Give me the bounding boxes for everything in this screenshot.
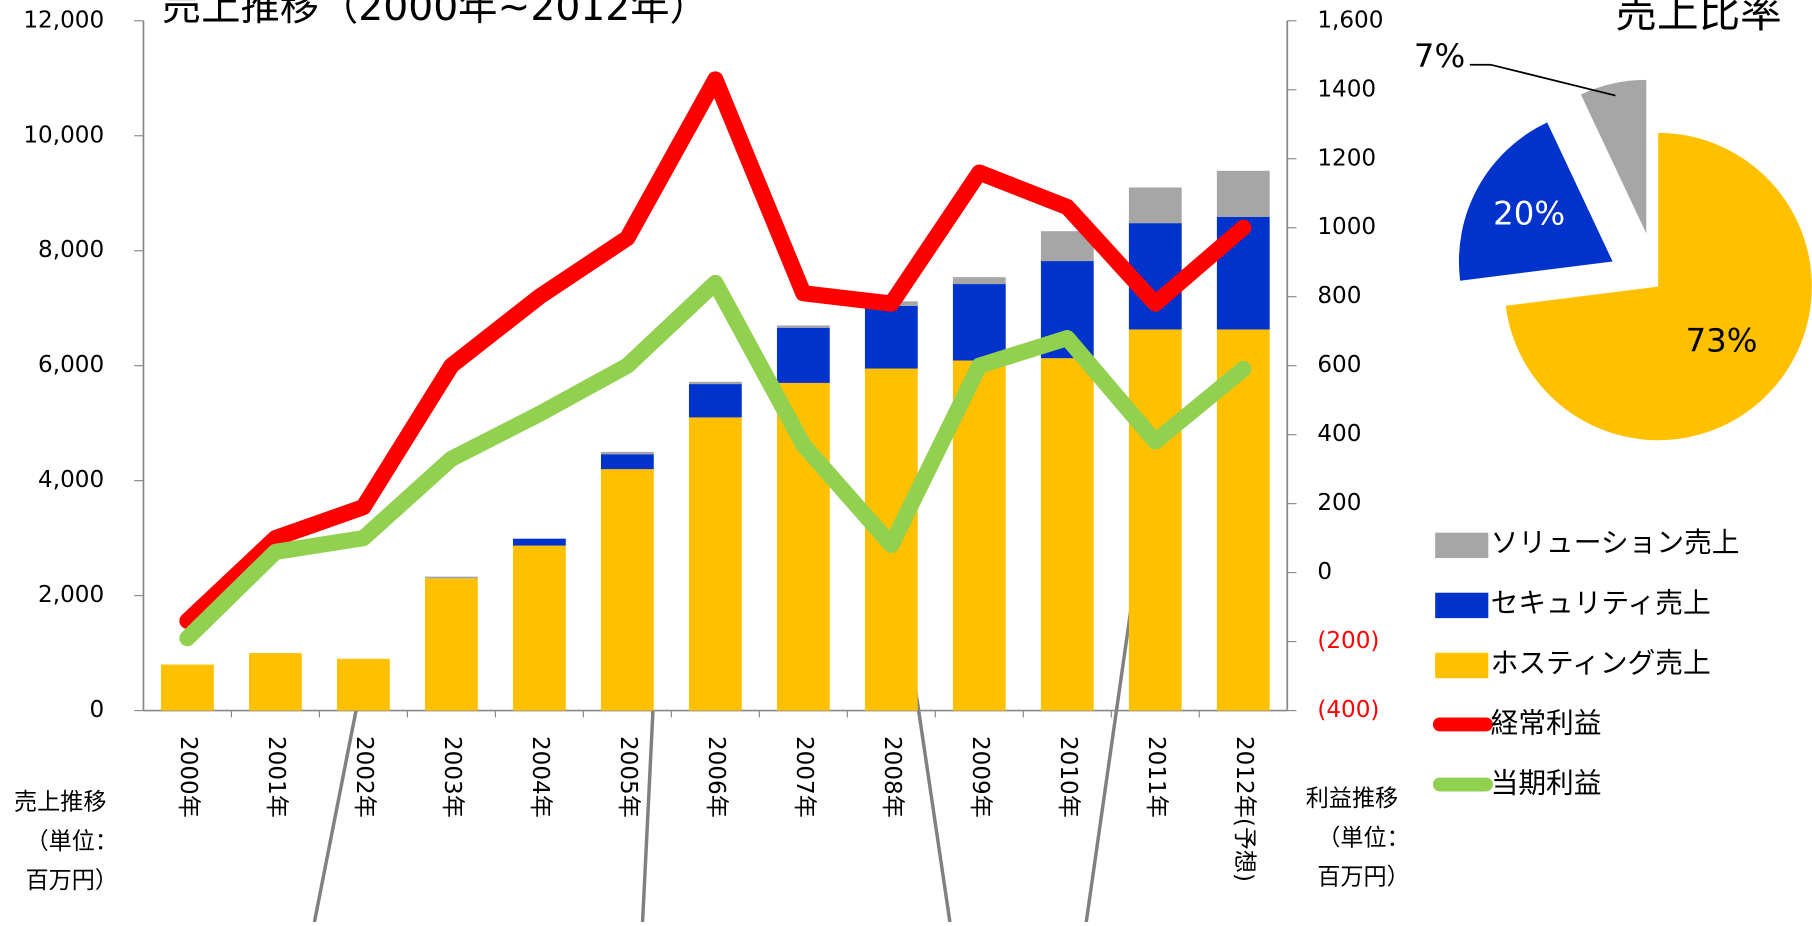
bar-segment [1128, 329, 1182, 711]
x-tick-label: 2012年(予想) [1231, 736, 1257, 882]
legend-swatch [1435, 532, 1489, 559]
y2-tick-label: 0 [1317, 559, 1332, 585]
y2-tick-label: 1,600 [1317, 7, 1383, 33]
bar-segment [688, 381, 742, 385]
pie-label: 73% [1686, 321, 1758, 359]
y-axis-note: （単位： [26, 829, 118, 855]
x-tick-label: 2003年 [439, 736, 465, 818]
y2-tick-label: 1000 [1317, 214, 1376, 240]
y2-tick-label: 600 [1317, 352, 1361, 378]
x-tick-label: 2005年 [615, 736, 641, 818]
legend-label: 経常利益 [1491, 706, 1602, 739]
pie-title: 売上比率 [1615, 0, 1781, 37]
bar-segment [425, 576, 478, 579]
bar-segment [864, 305, 918, 369]
x-tick-label: 2011年 [1143, 736, 1169, 818]
bar-segment [1216, 170, 1270, 217]
pie-leader [1469, 63, 1616, 97]
x-tick-label: 2004年 [527, 736, 553, 818]
bar-segment [512, 538, 566, 546]
bar-segment [425, 578, 478, 711]
x-tick-label: 2002年 [351, 736, 377, 818]
bar-segment [1040, 358, 1094, 711]
y2-tick-label: 400 [1317, 421, 1361, 447]
bar-segment [512, 545, 566, 711]
y-tick-label: 10,000 [23, 122, 104, 148]
bar-segment [600, 469, 654, 711]
y-tick-label: 2,000 [38, 582, 104, 608]
y-tick-label: 8,000 [38, 237, 104, 263]
y2-tick-label: (400) [1317, 697, 1379, 723]
y2-axis-note: 百万円） [1317, 865, 1409, 891]
x-tick-label: 2001年 [263, 736, 289, 818]
y2-tick-label: (200) [1317, 628, 1379, 654]
chart-title: 売上推移（2000年~2012年） [162, 0, 709, 30]
y-tick-label: 6,000 [38, 352, 104, 378]
legend-label: ホスティング売上 [1491, 646, 1711, 679]
x-tick-label: 2000年 [175, 736, 201, 818]
y2-tick-label: 1400 [1317, 76, 1376, 102]
bar-segment [688, 384, 742, 418]
y-tick-label: 12,000 [23, 7, 104, 33]
legend-swatch [1435, 592, 1489, 619]
legend-swatch [1435, 652, 1489, 679]
legend-label: 当期利益 [1491, 767, 1602, 800]
bar-segment [952, 277, 1006, 285]
x-tick-label: 2006年 [703, 736, 729, 818]
pie-label: 20% [1493, 195, 1565, 233]
line-series [179, 274, 1252, 647]
pie-label: 7% [1414, 37, 1465, 75]
x-tick-label: 2009年 [967, 736, 993, 818]
pie-slice [1580, 79, 1647, 234]
y-tick-label: 4,000 [38, 467, 104, 493]
y2-tick-label: 1200 [1317, 145, 1376, 171]
bar-segment [776, 327, 830, 383]
y2-axis-note: （単位： [1317, 825, 1409, 851]
y2-tick-label: 800 [1317, 283, 1361, 309]
bar-segment [600, 451, 654, 455]
y-tick-label: 0 [89, 697, 104, 723]
bar-segment [1128, 187, 1182, 224]
y-axis-note: 百万円） [26, 868, 118, 894]
bar-segment [249, 653, 302, 711]
x-tick-label: 2008年 [879, 736, 905, 818]
bar-segment [161, 664, 214, 711]
bar-segment [776, 325, 830, 328]
pie-slice [1505, 132, 1812, 441]
bar-segment [688, 417, 742, 711]
y2-axis-note: 利益推移 [1306, 786, 1398, 812]
bar-segment [952, 284, 1006, 361]
legend-label: ソリューション売上 [1491, 526, 1740, 559]
y-axis-note: 売上推移 [14, 789, 106, 815]
bar-segment [600, 454, 654, 470]
x-tick-label: 2007年 [791, 736, 817, 818]
line-series [179, 71, 1252, 629]
legend-label: セキュリティ売上 [1491, 586, 1711, 619]
x-tick-label: 2010年 [1055, 736, 1081, 818]
pie-slice [1458, 122, 1613, 281]
y2-tick-label: 200 [1317, 490, 1361, 516]
bar-segment [337, 658, 390, 711]
